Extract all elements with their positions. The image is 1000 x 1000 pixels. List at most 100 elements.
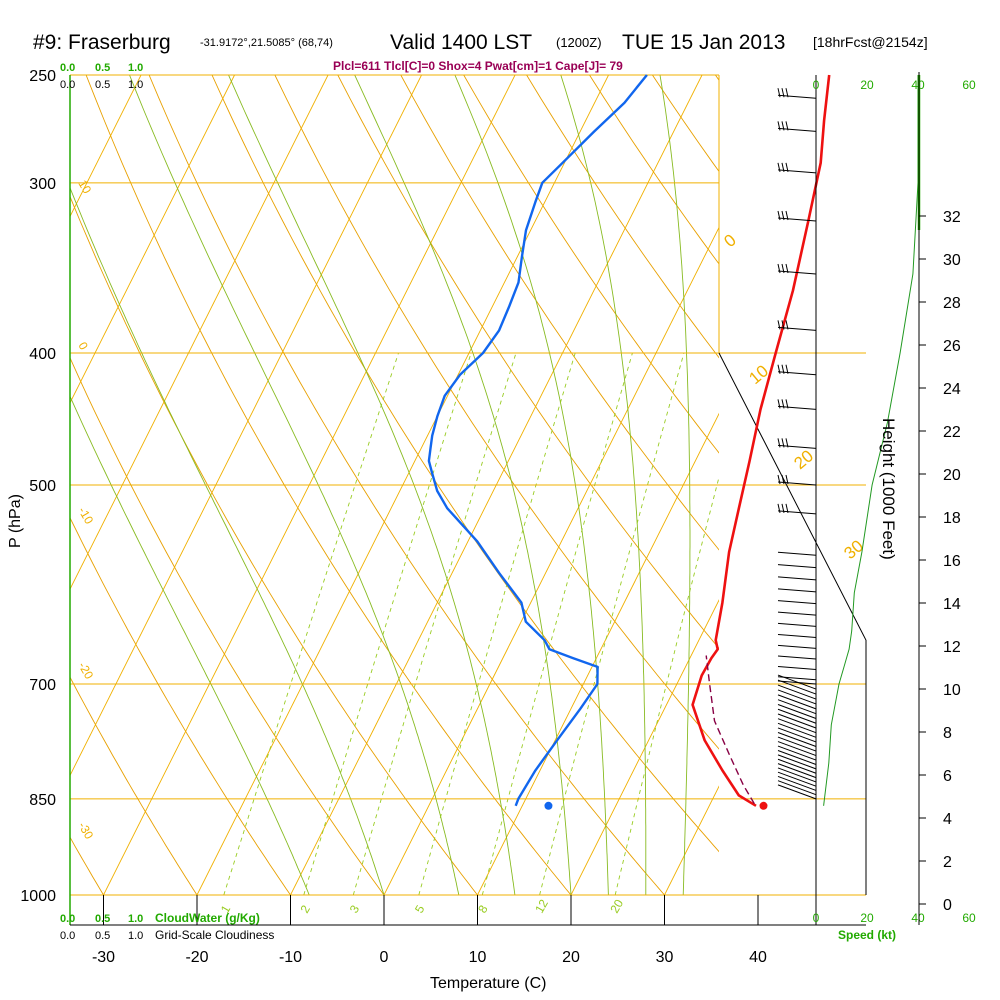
- wind-barb: [777, 684, 817, 700]
- height-tick-label: 14: [943, 596, 961, 613]
- wind-barb: [777, 775, 817, 791]
- utc-time: (1200Z): [556, 35, 602, 50]
- wind-barb-shaft: [777, 727, 817, 743]
- dry-adiabat-line: [211, 75, 719, 853]
- height-tick-label: 22: [943, 424, 961, 441]
- wind-barb: [777, 676, 817, 681]
- y-axis-title: P (hPa): [7, 494, 24, 548]
- wind-barb-flag: [781, 364, 785, 374]
- wind-barb: [777, 438, 817, 449]
- height-tick-label: 12: [943, 639, 961, 656]
- wind-speed-tick-bottom: 20: [860, 911, 874, 925]
- dry-adiabat-line: [70, 195, 478, 895]
- mixing-ratio-line: [352, 352, 517, 895]
- wind-barb-flag: [781, 320, 785, 330]
- wind-barb-flag: [777, 88, 781, 98]
- wind-barb-shaft: [777, 784, 817, 800]
- x-tick-label: -20: [185, 949, 208, 966]
- wind-barb: [777, 121, 817, 132]
- wind-barb-shaft: [777, 169, 817, 174]
- wind-barb-shaft: [777, 665, 817, 670]
- wind-barb-shaft: [777, 767, 817, 783]
- wind-barb-shaft: [777, 680, 817, 685]
- wind-barb: [777, 699, 817, 715]
- isotherm-label: -20: [75, 660, 96, 682]
- wind-barb: [777, 210, 817, 222]
- wind-barb-flag: [781, 162, 785, 173]
- height-tick-label: 26: [943, 338, 961, 355]
- cloud-scale-bottom2-1: 0.5: [95, 930, 110, 942]
- cloudwater-label: CloudWater (g/Kg): [155, 911, 260, 925]
- isotherm-label: 30: [840, 536, 867, 563]
- wind-speed-profile: [823, 75, 919, 806]
- wind-barb: [777, 600, 817, 605]
- isotherm-label: 0: [75, 340, 91, 353]
- wind-barb: [777, 754, 817, 770]
- cloud-scale-top2-0: 0.0: [60, 79, 75, 91]
- height-tick-label: 28: [943, 295, 961, 312]
- wind-barb: [777, 551, 817, 556]
- x-axis-title: Temperature (C): [430, 975, 546, 992]
- wind-barb: [777, 758, 817, 774]
- p-tick-label: 850: [29, 792, 56, 809]
- mixing-ratio-label: 12: [532, 897, 551, 916]
- p-tick-label: 1000: [20, 888, 56, 905]
- wind-barb-flag: [785, 364, 789, 374]
- wind-barb: [777, 665, 817, 670]
- isotherm-label: -30: [75, 820, 96, 842]
- cloud-scale-bottom: 0.0 0.5 1.0 CloudWater (g/Kg) 0.0 0.5 1.…: [60, 911, 274, 942]
- height-tick-label: 18: [943, 510, 961, 527]
- x-tick-label: -10: [279, 949, 302, 966]
- wind-barb-flag: [785, 210, 789, 221]
- wind-barb: [777, 763, 817, 779]
- wind-barb-flag: [781, 88, 785, 98]
- x-tick-label: -30: [92, 949, 115, 966]
- wind-barb-flag: [781, 263, 785, 274]
- x-tick-label: 40: [749, 949, 767, 966]
- site-coords: -31.9172°,21.5085° (68,74): [200, 37, 333, 49]
- cloud-scale-top2-1: 0.5: [95, 79, 110, 91]
- height-tick-label: 10: [943, 682, 961, 699]
- mixing-ratio-label: 2: [297, 902, 313, 915]
- wind-barb: [777, 655, 817, 660]
- wind-barb-shaft: [777, 754, 817, 770]
- wind-barb-shaft: [777, 736, 817, 752]
- dry-adiabat-line: [337, 75, 719, 650]
- wind-barb-shaft: [777, 679, 817, 695]
- height-tick-label: 8: [943, 725, 952, 742]
- wind-barb-flag: [781, 438, 785, 448]
- wind-barb: [777, 736, 817, 752]
- dry-adiabat-line: [70, 516, 291, 895]
- wind-barb-flag: [777, 438, 781, 448]
- wind-barb-shaft: [777, 510, 817, 515]
- mixing-ratio-label: 3: [347, 902, 363, 915]
- cloud-scale-top: 0.0 0.5 1.0 0.0 0.5 1.0: [60, 62, 143, 91]
- wind-speed-tick-top: 20: [860, 78, 874, 92]
- dry-adiabat-line: [967, 75, 1000, 895]
- wind-barb-flag: [781, 503, 785, 513]
- cloud-scale-bottom2-2: 1.0: [128, 930, 143, 942]
- dry-adiabat-line: [400, 75, 719, 551]
- mixing-ratio-line: [223, 352, 399, 895]
- x-tick-label: 30: [656, 949, 674, 966]
- wind-barb-shaft: [777, 405, 817, 410]
- wind-barb: [777, 503, 817, 515]
- wind-barb-shaft: [777, 655, 817, 660]
- wind-barb-shaft: [777, 708, 817, 724]
- wind-barb-shaft: [777, 771, 817, 787]
- wind-barb-shaft: [777, 722, 817, 738]
- wind-barb-flag: [777, 474, 781, 485]
- wind-barb-shaft: [777, 758, 817, 774]
- wind-barb: [777, 750, 817, 765]
- cloud-scale-bottom-0: 0.0: [60, 913, 75, 925]
- wind-barb-shaft: [777, 689, 817, 705]
- wind-barb-shaft: [777, 611, 817, 616]
- wind-barb-shaft: [777, 600, 817, 605]
- wind-barb-flag: [785, 88, 789, 98]
- wind-barb: [777, 320, 817, 331]
- forecast-date: TUE 15 Jan 2013: [622, 31, 785, 54]
- height-tick-label: 4: [943, 811, 952, 828]
- cloud-scale-bottom-1: 0.5: [95, 913, 110, 925]
- moist-adiabat-line: [454, 75, 609, 895]
